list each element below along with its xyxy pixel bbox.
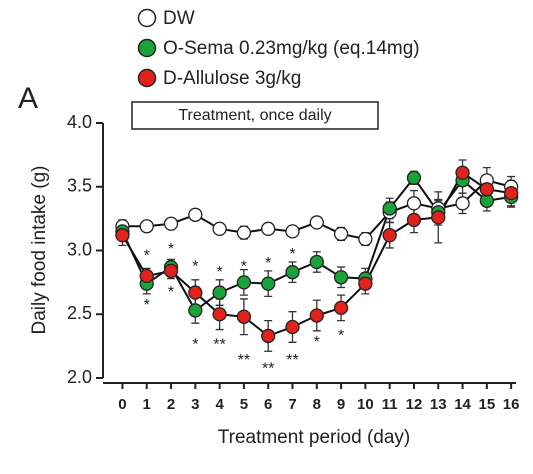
legend-marker [137,38,157,58]
data-point [309,254,324,270]
x-tick-label: 10 [357,396,374,413]
data-point [333,226,349,242]
legend-label: O-Sema 0.23mg/kg (eq.14mg) [163,38,420,59]
x-tick-label: 4 [215,396,224,413]
data-point [285,265,300,280]
data-point [139,268,154,284]
data-point [333,270,349,285]
x-tick-label: 13 [430,396,447,413]
significance-mark: * [289,246,295,263]
legend-label: D-Allulose 3g/kg [163,68,301,89]
significance-mark: * [338,328,344,345]
x-tick-label: 3 [191,396,199,413]
x-tick-label: 0 [118,396,126,413]
significance-mark: * [216,264,222,281]
title-box [131,101,379,130]
data-point [188,285,203,300]
data-point [212,307,227,322]
box-title: Treatment, once daily [178,107,331,124]
data-point [163,216,179,231]
x-tick-label: 7 [288,396,296,413]
significance-mark: * [144,297,150,314]
data-point [139,219,154,234]
x-tick-label: 14 [454,396,471,413]
data-point [406,212,422,228]
data-point [285,224,300,239]
panel-label: A [18,82,38,115]
x-axis-label: Treatment period (day) [218,427,411,448]
significance-mark: * [265,255,271,272]
data-point [212,285,227,300]
data-point [261,221,276,236]
y-tick-label: 4.0 [67,112,92,132]
significance-mark: ** [262,361,274,378]
data-point [236,225,252,240]
legend-marker [137,68,157,88]
x-tick-label: 2 [167,396,175,413]
significance-mark: * [241,259,247,276]
data-point [285,319,300,335]
x-tick-label: 11 [382,396,398,413]
x-tick-label: 5 [240,396,248,413]
significance-mark: * [192,337,198,354]
data-point [115,228,130,243]
series-line [121,176,512,312]
significance-mark: * [192,259,198,276]
data-point [188,303,203,318]
data-point [431,210,446,225]
data-point [163,263,179,279]
x-tick-label: 16 [503,396,520,413]
data-point [358,231,373,247]
data-point [309,308,324,323]
x-tick-label: 8 [313,396,321,413]
x-tick-label: 9 [337,396,345,413]
x-tick-label: 12 [406,396,423,413]
significance-mark: * [168,284,174,301]
y-tick-label: 3.5 [67,176,92,196]
y-tick-label: 2.5 [67,303,92,323]
y-axis-label: Daily food intake (g) [29,166,50,335]
data-point [455,196,470,211]
data-point [455,165,470,180]
significance-mark: * [314,334,320,351]
x-tick-label: 6 [264,396,272,413]
data-point [261,328,276,344]
significance-mark: ** [286,352,298,369]
data-point [236,309,252,324]
data-point [333,300,349,316]
data-point [479,182,494,197]
data-point [309,215,324,230]
data-point [212,221,227,236]
significance-mark: ** [238,352,250,369]
data-point [236,275,252,290]
legend-marker [137,8,157,28]
data-point [503,185,519,201]
significance-mark: * [144,247,150,264]
legend-label: DW [163,8,195,29]
significance-mark: ** [213,337,225,354]
data-point [382,228,397,243]
x-tick-label: 15 [479,396,496,413]
data-point [406,170,422,185]
significance-mark: * [168,241,174,258]
data-point [261,276,276,291]
y-tick-label: 3.0 [67,239,92,259]
data-point [358,276,373,291]
y-tick-label: 2.0 [67,367,92,387]
data-point [382,201,397,216]
data-point [188,207,203,222]
data-point [406,196,422,211]
x-tick-label: 1 [143,396,151,413]
